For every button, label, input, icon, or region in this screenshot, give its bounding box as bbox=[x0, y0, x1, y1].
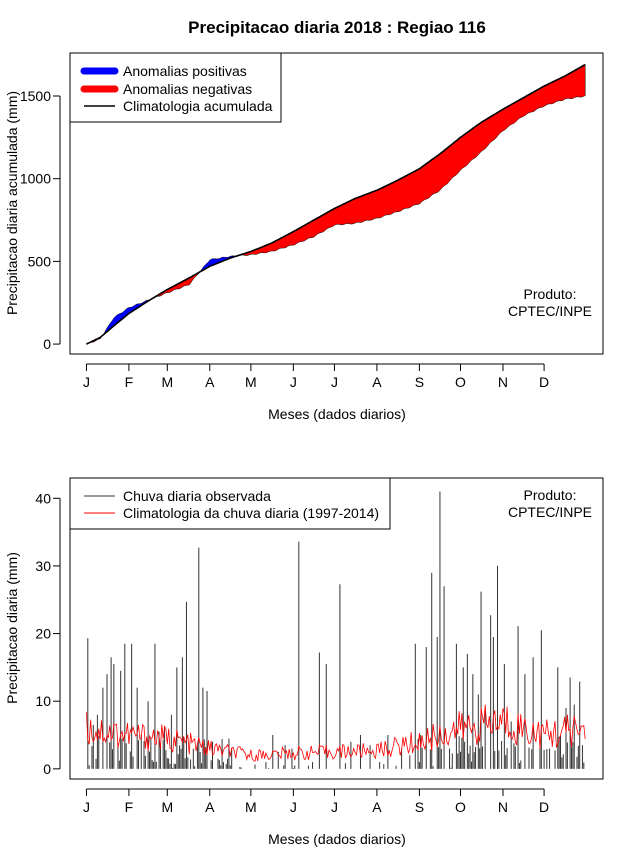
accumulated-panel: J F M A M J J A S O N D 0 500 1000 1500 Meses (dados d… bbox=[4, 52, 604, 422]
y-tick-label: 30 bbox=[35, 558, 51, 574]
x-tick-label: J bbox=[83, 799, 90, 815]
daily-panel: J F M A M J J A S O N D 0 10 20 30 40 Meses (dados diar… bbox=[4, 477, 604, 847]
x-tick-label: M bbox=[245, 374, 257, 390]
x-tick-label: J bbox=[290, 799, 297, 815]
x-tick-label: S bbox=[415, 799, 424, 815]
legend-positive-label: Anomalias positivas bbox=[123, 63, 247, 79]
x-tick-label: A bbox=[372, 374, 382, 390]
y-tick-label: 10 bbox=[35, 693, 51, 709]
x-tick-label: J bbox=[331, 374, 338, 390]
product-source-top: CPTEC/INPE bbox=[508, 303, 592, 319]
product-label-bottom: Produto: bbox=[524, 487, 577, 503]
x-tick-label: M bbox=[245, 799, 257, 815]
x-tick-label: O bbox=[455, 799, 466, 815]
x-tick-label: J bbox=[290, 374, 297, 390]
x-tick-label: F bbox=[125, 374, 134, 390]
product-source-bottom: CPTEC/INPE bbox=[508, 504, 592, 520]
daily-legend: Chuva diaria observada Climatologia da c… bbox=[69, 477, 391, 530]
x-tick-label: N bbox=[498, 374, 508, 390]
x-tick-label: M bbox=[161, 374, 173, 390]
x-tick-label: A bbox=[372, 799, 382, 815]
x-tick-label: D bbox=[539, 374, 549, 390]
climatology-accumulated-line bbox=[86, 63, 586, 345]
y-tick-label: 40 bbox=[35, 490, 51, 506]
accumulated-y-axis: 0 500 1000 1500 bbox=[20, 88, 61, 352]
daily-x-axis-label: Meses (dados diarios) bbox=[268, 831, 406, 847]
legend-clim-daily-label: Climatologia da chuva diaria (1997-2014) bbox=[123, 505, 379, 521]
x-tick-label: J bbox=[83, 374, 90, 390]
accumulated-x-axis-label: Meses (dados diarios) bbox=[268, 406, 406, 422]
x-tick-label: N bbox=[498, 799, 508, 815]
x-tick-label: O bbox=[455, 374, 466, 390]
page-title: Precipitacao diaria 2018 : Regiao 116 bbox=[188, 18, 486, 37]
y-tick-label: 0 bbox=[43, 761, 51, 777]
accumulated-y-axis-label: Precipitacao diaria acumulada (mm) bbox=[4, 91, 20, 315]
legend-climatology-label: Climatologia acumulada bbox=[123, 98, 273, 114]
legend-negative-label: Anomalias negativas bbox=[123, 81, 252, 97]
accumulated-legend: Anomalias positivas Anomalias negativas … bbox=[69, 52, 282, 123]
legend-observed-label: Chuva diaria observada bbox=[123, 488, 271, 504]
x-tick-label: A bbox=[205, 374, 215, 390]
climatology-daily-line bbox=[86, 704, 586, 762]
y-tick-label: 500 bbox=[28, 253, 52, 269]
x-tick-label: A bbox=[205, 799, 215, 815]
y-tick-label: 20 bbox=[35, 626, 51, 642]
daily-y-axis-label: Precipitacao diaria (mm) bbox=[4, 552, 20, 704]
daily-y-axis: 0 10 20 30 40 bbox=[35, 490, 61, 777]
x-tick-label: D bbox=[539, 799, 549, 815]
y-tick-label: 0 bbox=[43, 336, 51, 352]
x-tick-label: F bbox=[125, 799, 134, 815]
x-tick-label: M bbox=[161, 799, 173, 815]
x-tick-label: S bbox=[415, 374, 424, 390]
x-tick-label: J bbox=[331, 799, 338, 815]
y-tick-label: 1500 bbox=[20, 88, 51, 104]
daily-legend-box bbox=[69, 477, 391, 530]
product-label-top: Produto: bbox=[524, 286, 577, 302]
accumulated-plot-frame bbox=[69, 52, 604, 355]
observed-daily-bars bbox=[87, 491, 585, 769]
y-tick-label: 1000 bbox=[20, 171, 51, 187]
